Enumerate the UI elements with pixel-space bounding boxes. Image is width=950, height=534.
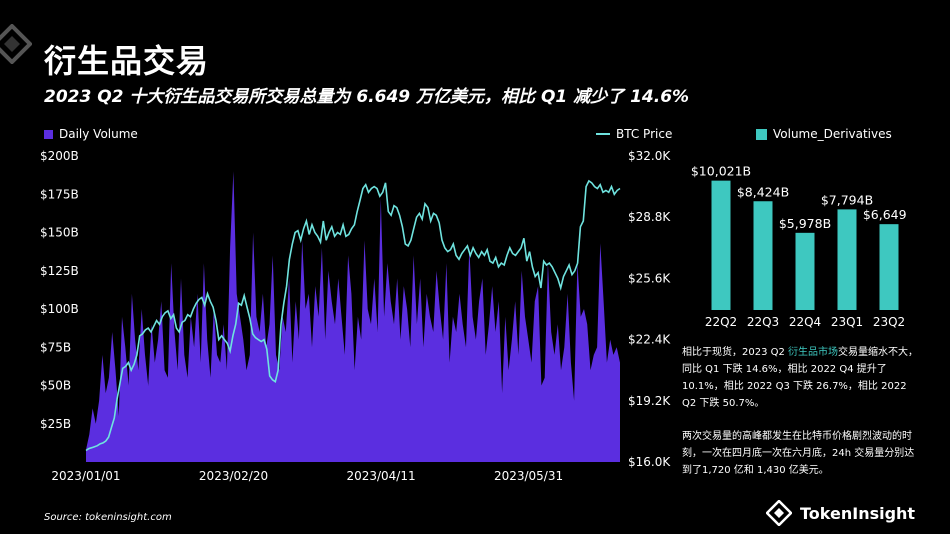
source-credit: Source: tokeninsight.com [44, 512, 172, 523]
x-tick-label: 2023/01/01 [51, 469, 120, 483]
bar-data-label: $5,978B [779, 216, 831, 231]
bar-data-label: $8,424B [737, 184, 789, 199]
note-paragraph-1: 相比于现货，2023 Q2 衍生品市场交易量缩水不大，同比 Q1 下跌 14.6… [682, 344, 922, 412]
y-right-tick-label: $28.8K [628, 210, 671, 224]
y-left-tick-label: $50B [40, 379, 71, 393]
y-left-tick-label: $200B [40, 149, 79, 163]
y-right-tick-label: $22.4K [628, 333, 671, 347]
legend-daily-volume: Daily Volume [44, 127, 138, 141]
bar-22Q4 [795, 232, 815, 310]
x-tick-label: 2023/05/31 [494, 469, 563, 483]
x-tick-label: 2023/04/11 [346, 469, 415, 483]
bar-category-label: 22Q4 [789, 315, 821, 329]
bar-data-label: $10,021B [691, 164, 751, 179]
note-text: 交易量缩水不大，同比 Q1 下跌 14.6%，相比 2022 Q4 提升了 10… [682, 347, 919, 409]
legend-swatch-volume [44, 129, 53, 139]
bar-data-label: $7,794B [821, 192, 873, 207]
daily-volume-area [86, 171, 620, 463]
y-left-tick-label: $100B [40, 302, 79, 316]
legend-swatch-derivatives [756, 128, 767, 140]
bar-23Q1 [837, 209, 857, 310]
legend-label-price: BTC Price [616, 127, 673, 141]
brand-corner-logo-icon [0, 24, 32, 64]
bar-22Q2 [711, 180, 731, 310]
bar-category-label: 23Q1 [831, 315, 863, 329]
legend-label-derivatives: Volume_Derivatives [773, 127, 892, 141]
btc-price-line [85, 179, 621, 452]
page-title: 衍生品交易 [44, 42, 210, 80]
brand-logo: TokenInsight [766, 500, 915, 526]
volume-price-chart: $25B $50B $75B $100B $125B $150B $175B $200B $16… [40, 149, 671, 483]
y-left-tick-label: $150B [40, 226, 79, 240]
bar-category-label: 23Q2 [873, 315, 905, 329]
y-right-tick-label: $25.6K [628, 271, 671, 285]
note-highlight: 衍生品市场 [788, 347, 839, 358]
quarterly-volume-bar-chart: $10,021B 22Q2 $8,424B 22Q3 $5,978B 22Q4 $7,794… [691, 164, 906, 329]
y-left-tick-label: $175B [40, 187, 79, 201]
brand-name: TokenInsight [800, 503, 916, 523]
y-right-tick-label: $19.2K [628, 394, 671, 408]
bar-category-label: 22Q3 [747, 315, 779, 329]
y-right-tick-label: $32.0K [628, 149, 671, 163]
bar-22Q3 [753, 201, 773, 310]
y-left-tick-label: $75B [40, 340, 71, 354]
legend-line-price [596, 133, 610, 135]
note-text: 相比于现货，2023 Q2 [682, 347, 789, 358]
legend-label-volume: Daily Volume [59, 127, 138, 141]
legend-btc-price: BTC Price [596, 127, 672, 141]
page-subtitle: 2023 Q2 十大衍生品交易所交易总量为 6.649 万亿美元，相比 Q1 减… [44, 87, 690, 107]
note-paragraph-2: 两次交易量的高峰都发生在比特币价格剧烈波动的时刻，一次在四月底一次在六月底，24… [682, 431, 915, 476]
legend-derivatives: Volume_Derivatives [756, 127, 892, 141]
y-left-tick-label: $25B [40, 417, 71, 431]
bar-data-label: $6,649B [863, 207, 906, 222]
tokeninsight-logo-icon [766, 500, 792, 526]
x-tick-label: 2023/02/20 [199, 469, 268, 483]
y-left-tick-label: $125B [40, 264, 79, 278]
bar-23Q2 [879, 224, 899, 310]
bar-category-label: 22Q2 [705, 315, 737, 329]
y-right-tick-label: $16.0K [628, 455, 671, 469]
